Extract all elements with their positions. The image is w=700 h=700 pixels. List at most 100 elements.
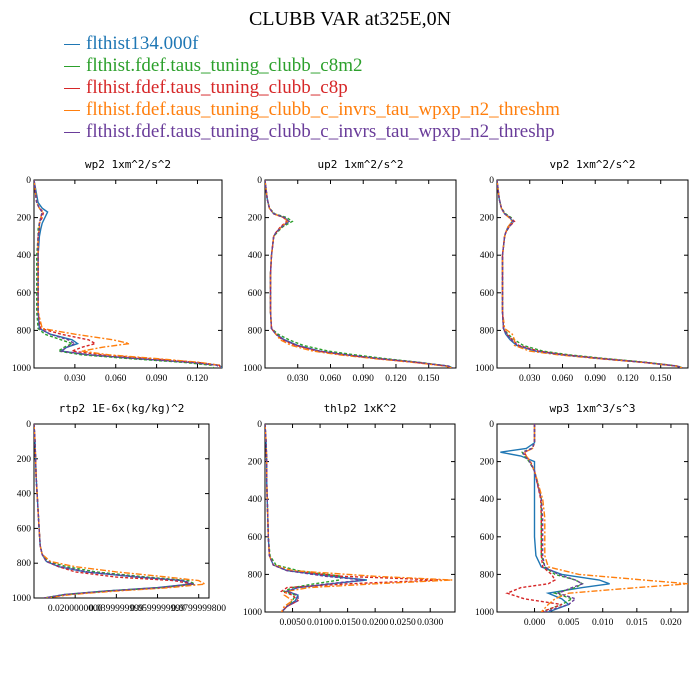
series-line-1 [265, 180, 453, 368]
subplot-2: up2 1xm^2/s^2 0 200 400 600 800 1000 0.030 0.060… [243, 158, 457, 384]
subplot-title: rtp2 1E-6x(kg/kg)^2 [59, 402, 185, 415]
x-tick-label: 0.030 [287, 374, 309, 384]
x-tick-label: 0.015 [626, 618, 648, 628]
series-line-5 [497, 180, 683, 368]
x-tick-label: 0.090 [146, 374, 168, 384]
x-tick-label: 0.0200000000 [48, 604, 103, 614]
series-line-5 [34, 180, 222, 368]
x-tick-label: 0.000 [524, 618, 546, 628]
series-line-5 [34, 424, 196, 598]
plot-frame [496, 423, 689, 613]
y-tick-label: 400 [480, 495, 495, 505]
x-tick-label: 0.030 [519, 374, 541, 384]
y-tick-label: 600 [480, 289, 495, 299]
x-tick-label: 0.030 [64, 374, 86, 384]
legend: flthist134.000f flthist.fdef.taus_tuning… [64, 33, 560, 143]
legend-label-5: flthist.fdef.taus_tuning_clubb_c_invrs_t… [86, 121, 555, 142]
y-tick-label: 0 [26, 420, 31, 430]
y-tick-label: 0 [489, 420, 494, 430]
legend-swatch-5 [64, 131, 80, 133]
y-tick-label: 400 [17, 251, 32, 261]
subplot-4: rtp2 1E-6x(kg/kg)^2 0 200 400 600 800 1000 0.02… [12, 402, 226, 614]
series-line-2 [521, 424, 584, 612]
y-tick-label: 400 [480, 251, 495, 261]
y-tick-label: 0 [489, 176, 494, 186]
y-tick-label: 200 [480, 214, 495, 224]
x-tick-label: 0.150 [650, 374, 672, 384]
subplot-title: thlp2 1xK^2 [324, 402, 397, 415]
y-tick-label: 400 [248, 495, 263, 505]
series-line-2 [34, 180, 215, 368]
y-tick-label: 1000 [475, 608, 494, 618]
y-tick-label: 1000 [475, 364, 494, 374]
x-tick-label: 0.020 [660, 618, 682, 628]
legend-item-5: flthist.fdef.taus_tuning_clubb_c_invrs_t… [64, 121, 560, 143]
y-tick-label: 200 [17, 214, 32, 224]
subplot-6: wp3 1xm^3/s^3 0 200 400 600 800 1000 0.000 0.005… [475, 402, 689, 628]
x-tick-label: 0.0200 [362, 618, 388, 628]
y-tick-label: 800 [480, 570, 495, 580]
y-tick-label: 1000 [12, 594, 31, 604]
legend-item-2: flthist.fdef.taus_tuning_clubb_c8m2 [64, 55, 560, 77]
series-line-4 [497, 180, 683, 368]
x-tick-label: 0.0100 [307, 618, 333, 628]
legend-swatch-4 [64, 109, 80, 111]
x-tick-label: 0.060 [105, 374, 127, 384]
y-tick-label: 0 [26, 176, 31, 186]
plot-frame [264, 179, 457, 369]
y-tick-label: 600 [480, 533, 495, 543]
series-line-3 [497, 180, 683, 368]
legend-swatch-2 [64, 65, 80, 67]
x-tick-label: 0.060 [320, 374, 342, 384]
y-tick-label: 800 [17, 559, 32, 569]
y-tick-label: 1000 [12, 364, 31, 374]
series-line-4 [34, 424, 208, 598]
series-line-1 [500, 424, 610, 612]
y-tick-label: 400 [248, 251, 263, 261]
y-tick-label: 800 [248, 570, 263, 580]
y-tick-label: 200 [17, 455, 32, 465]
x-tick-label: 0.0799999800 [171, 604, 226, 614]
y-tick-label: 800 [17, 326, 32, 336]
series-line-3 [265, 180, 452, 368]
y-tick-label: 600 [248, 289, 263, 299]
series-line-4 [524, 424, 688, 612]
legend-label-4: flthist.fdef.taus_tuning_clubb_c_invrs_t… [86, 99, 560, 120]
x-tick-label: 0.0250 [390, 618, 416, 628]
plot-frame [264, 423, 456, 613]
plot-frame [33, 179, 223, 369]
series-line-4 [265, 424, 453, 612]
x-tick-label: 0.090 [353, 374, 375, 384]
series-line-2 [265, 180, 453, 368]
x-tick-label: 0.010 [592, 618, 614, 628]
y-tick-label: 400 [17, 490, 32, 500]
y-tick-label: 1000 [243, 608, 262, 618]
x-tick-label: 0.0300 [417, 618, 443, 628]
x-tick-label: 0.0599999999 [130, 604, 185, 614]
x-tick-label: 0.0399999999 [89, 604, 144, 614]
y-tick-label: 800 [248, 326, 263, 336]
series-line-1 [497, 180, 683, 368]
legend-label-1: flthist134.000f [86, 33, 199, 54]
plot-frame [33, 423, 210, 599]
x-tick-label: 0.0050 [279, 618, 305, 628]
y-tick-label: 600 [17, 524, 32, 534]
subplot-title: vp2 1xm^2/s^2 [549, 158, 635, 171]
y-tick-label: 200 [248, 214, 263, 224]
x-tick-label: 0.090 [585, 374, 607, 384]
subplot-3: vp2 1xm^2/s^2 0 200 400 600 800 1000 0.030 0.060… [475, 158, 689, 384]
x-tick-label: 0.060 [552, 374, 574, 384]
series-line-2 [497, 180, 683, 368]
x-tick-label: 0.120 [385, 374, 407, 384]
y-tick-label: 0 [257, 176, 262, 186]
y-tick-label: 600 [17, 289, 32, 299]
series-line-5 [265, 180, 453, 368]
figure-title: CLUBB VAR at325E,0N [248, 8, 452, 30]
y-tick-label: 800 [480, 326, 495, 336]
y-tick-label: 1000 [243, 364, 262, 374]
y-tick-label: 600 [248, 533, 263, 543]
x-tick-label: 0.120 [617, 374, 639, 384]
legend-item-4: flthist.fdef.taus_tuning_clubb_c_invrs_t… [64, 99, 560, 121]
legend-label-2: flthist.fdef.taus_tuning_clubb_c8m2 [86, 55, 363, 76]
